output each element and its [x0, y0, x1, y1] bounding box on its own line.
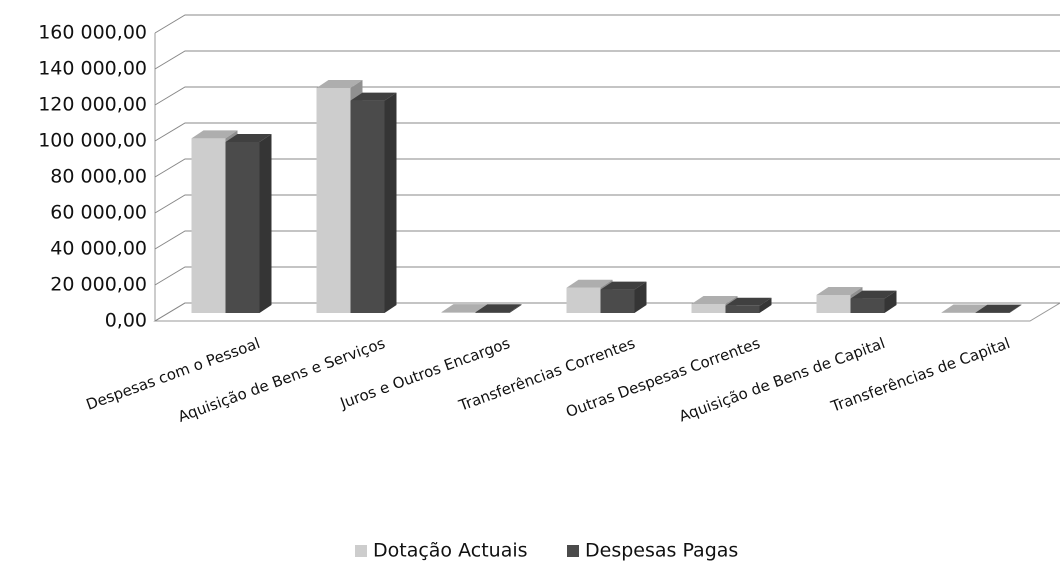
bar-top	[191, 130, 238, 139]
bar-top	[975, 304, 1022, 313]
grid-line	[154, 50, 1060, 70]
bar-side	[509, 304, 522, 313]
y-tick-label: 0,00	[105, 310, 147, 332]
grid-line	[154, 230, 1060, 250]
x-tick-label: Aquisição de Bens e Serviços	[176, 334, 388, 426]
bar-top	[316, 80, 363, 88]
y-tick-label: 120 000,00	[38, 94, 147, 116]
bar-group	[350, 92, 397, 313]
bar-top	[691, 296, 738, 304]
bar-group	[850, 290, 897, 313]
bar-side	[259, 134, 272, 313]
bar	[850, 298, 885, 313]
bar	[566, 287, 601, 313]
bar-side	[884, 290, 897, 313]
y-tick-label: 20 000,00	[50, 274, 147, 296]
grid-line	[154, 158, 1060, 178]
bar-side	[634, 281, 647, 313]
bar	[941, 312, 976, 313]
bar	[350, 100, 385, 313]
bar	[316, 88, 351, 313]
bar-side	[384, 92, 397, 313]
bar-group	[725, 297, 772, 313]
bar	[816, 295, 851, 313]
grid-line	[154, 86, 1060, 106]
bar	[600, 289, 635, 313]
y-tick-label: 140 000,00	[38, 58, 147, 80]
bar-top	[441, 304, 488, 313]
y-tick-label: 40 000,00	[50, 238, 147, 260]
bar-top	[350, 92, 397, 101]
bar-side	[1009, 304, 1022, 313]
y-tick-label: 60 000,00	[50, 202, 147, 224]
bar	[441, 312, 476, 313]
grid-line	[154, 194, 1060, 214]
y-tick-label: 100 000,00	[38, 130, 147, 152]
bar-top	[600, 281, 647, 290]
bar-group	[975, 304, 1022, 313]
bar-group	[600, 281, 647, 313]
bar-group	[475, 304, 522, 313]
bar	[475, 312, 510, 313]
bar	[225, 142, 260, 313]
bar	[691, 304, 726, 313]
bar-top	[850, 290, 897, 299]
bar-top	[941, 304, 988, 313]
x-tick-label: Aquisição de Bens de Capital	[677, 334, 888, 425]
bar-group	[225, 134, 272, 313]
bar	[191, 138, 226, 313]
legend-label: Despesas Pagas	[585, 540, 738, 562]
grid-line	[154, 14, 1060, 34]
grid-line	[154, 266, 1060, 286]
grid-line	[154, 122, 1060, 142]
bar-top	[816, 287, 863, 295]
bar-top	[725, 297, 772, 306]
y-tick-label: 160 000,00	[38, 22, 147, 44]
bar	[725, 305, 760, 313]
y-tick-label: 80 000,00	[50, 166, 147, 188]
bar-top	[566, 279, 613, 288]
legend-swatch	[567, 545, 579, 557]
bar-top	[475, 304, 522, 313]
bar-top	[225, 134, 272, 142]
legend-label: Dotação Actuais	[373, 540, 528, 562]
legend-swatch	[355, 545, 367, 557]
bar-side	[759, 297, 772, 313]
